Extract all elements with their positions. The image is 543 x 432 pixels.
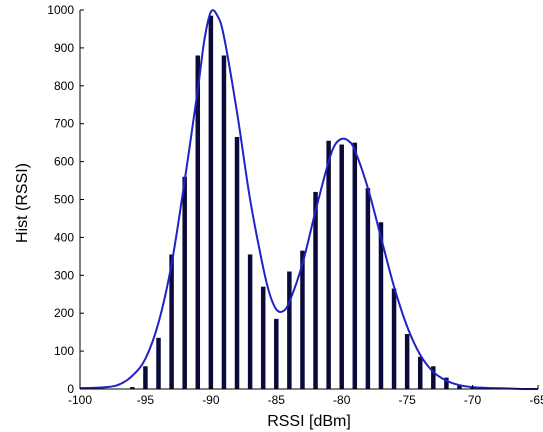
- histogram-bar: [352, 142, 358, 389]
- histogram-bar: [156, 337, 161, 389]
- histogram-bar: [260, 286, 266, 389]
- axes: [79, 9, 539, 390]
- histogram-bar: [404, 334, 410, 389]
- histogram-bar: [169, 254, 174, 389]
- histogram-bar: [234, 136, 240, 389]
- histogram-bar: [182, 176, 187, 389]
- histogram-bar: [431, 366, 436, 389]
- histogram-bar: [313, 191, 318, 389]
- fit-curve-group: [79, 9, 538, 390]
- x-tick-label: -75: [398, 393, 416, 407]
- y-tick-label: 900: [54, 41, 74, 55]
- y-tick-label: 0: [67, 382, 74, 396]
- x-tick-label: -65: [529, 393, 543, 407]
- fit-curve: [79, 9, 538, 390]
- histogram-bar: [444, 377, 449, 389]
- histogram-bar: [274, 318, 279, 389]
- histogram-bar: [326, 140, 331, 389]
- y-tick-label: 500: [54, 193, 74, 207]
- y-tick-label: 200: [54, 306, 74, 320]
- histogram-bar: [195, 55, 201, 389]
- x-tick-label: -100: [68, 393, 92, 407]
- histogram-bars: [130, 15, 515, 389]
- histogram-bar: [130, 387, 135, 389]
- y-tick-label: 800: [54, 79, 74, 93]
- y-tick-label: 100: [54, 344, 74, 358]
- y-axis-label: Hist (RSSI): [14, 163, 31, 243]
- y-tick-label: 400: [54, 230, 74, 244]
- histogram-bar: [378, 222, 384, 389]
- x-axis-label: RSSI [dBm]: [267, 413, 351, 430]
- histogram-bar: [208, 15, 214, 389]
- histogram-bar: [365, 188, 371, 389]
- histogram-bar: [300, 250, 305, 389]
- histogram-bar: [287, 271, 292, 389]
- histogram-bar: [457, 384, 462, 389]
- histogram-bar: [221, 55, 227, 389]
- y-tick-label: 600: [54, 155, 74, 169]
- histogram-bar: [339, 144, 344, 389]
- histogram-bar: [143, 366, 148, 389]
- histogram-bar: [391, 288, 397, 389]
- tick-labels: -100 -95 -90 -85 -80 -75 -70 -65 0 100 200 300 400 50…: [47, 3, 543, 407]
- y-tick-label: 1000: [47, 3, 74, 17]
- y-tick-label: 300: [54, 268, 74, 282]
- x-tick-label: -70: [464, 393, 482, 407]
- histogram-bar: [417, 356, 423, 389]
- x-tick-label: -85: [268, 393, 286, 407]
- x-tick-label: -80: [333, 393, 351, 407]
- x-tick-label: -95: [137, 393, 155, 407]
- y-tick-label: 700: [54, 117, 74, 131]
- histogram-bar: [247, 254, 253, 389]
- x-tick-label: -90: [202, 393, 220, 407]
